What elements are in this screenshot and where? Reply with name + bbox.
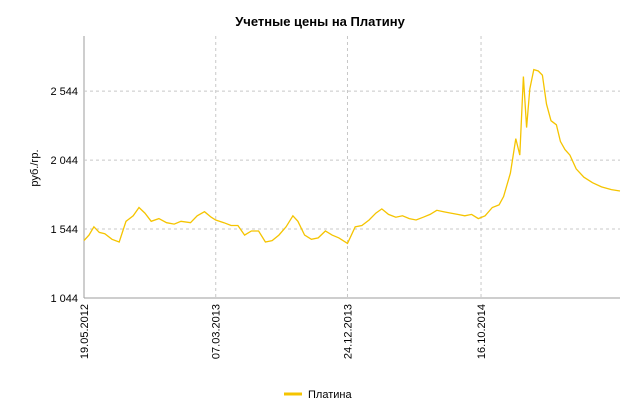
x-tick-labels: 19.05.2012 07.03.2013 24.12.2013 16.10.2014	[79, 304, 488, 359]
x-tick-label: 24.12.2013	[342, 304, 354, 359]
y-axis-label: руб./гр.	[29, 149, 41, 186]
y-tick-labels: 1 044 1 544 2 044 2 544	[50, 86, 78, 305]
y-tick-label: 2 044	[50, 155, 78, 167]
y-tick-label: 2 544	[50, 86, 78, 98]
y-tick-label: 1 544	[50, 224, 78, 236]
x-tick-label: 07.03.2013	[211, 304, 223, 359]
legend-label: Платина	[308, 389, 352, 401]
legend: Платина	[284, 389, 352, 401]
chart-title: Учетные цены на Платину	[235, 14, 405, 29]
series-line-platinum	[83, 68, 621, 245]
y-tick-label: 1 044	[50, 293, 78, 305]
x-tick-label: 16.10.2014	[476, 304, 488, 359]
grid-lines	[84, 36, 620, 298]
x-tick-label: 19.05.2012	[79, 304, 91, 359]
